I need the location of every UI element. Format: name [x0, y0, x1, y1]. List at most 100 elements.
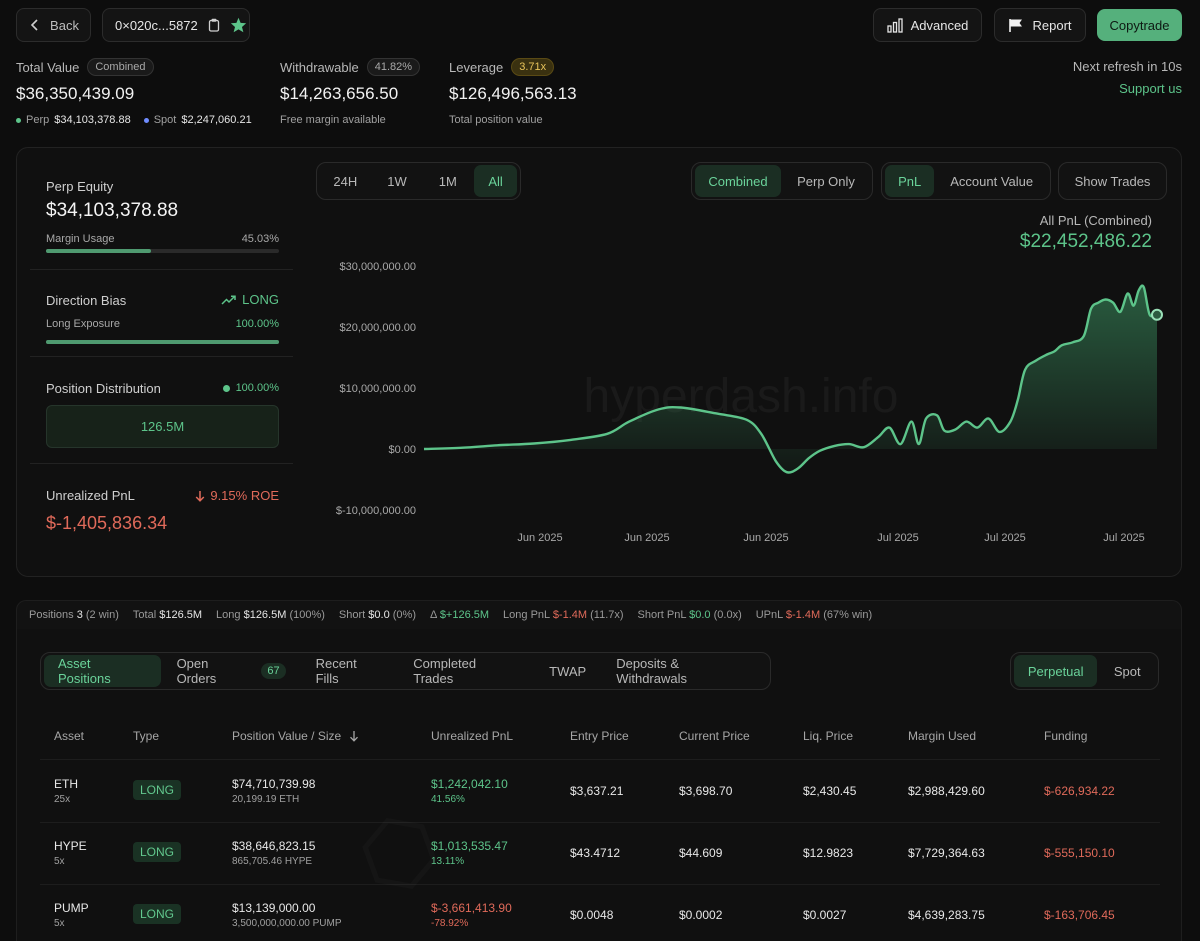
asset-leverage: 5x: [54, 856, 65, 867]
header-type[interactable]: Type: [133, 729, 160, 743]
position-type-badge: LONG: [133, 904, 181, 924]
bar-chart-icon: [886, 17, 903, 33]
leverage-value: $126,496,563.13: [449, 84, 577, 103]
asset-symbol[interactable]: PUMP: [54, 901, 89, 915]
tab-recent-fills[interactable]: Recent Fills: [315, 656, 357, 686]
show-trades-label: Show Trades: [1074, 173, 1151, 189]
metric-pnl[interactable]: PnL: [885, 165, 935, 197]
report-button[interactable]: Report: [994, 8, 1086, 42]
funding: $-163,706.45: [1044, 908, 1115, 922]
unrealized-pnl-value: $-1,405,836.34: [46, 513, 168, 533]
metric-selector: PnL Account Value: [881, 162, 1051, 200]
show-trades-button[interactable]: Show Trades: [1058, 162, 1167, 200]
trending-up-icon: [221, 294, 236, 305]
market-perpetual[interactable]: Perpetual: [1014, 655, 1098, 687]
entry-price: $43.4712: [570, 846, 621, 860]
short-pnl-x: (0.0x): [713, 609, 742, 621]
tab-open-orders-label: Open Orders: [176, 656, 217, 686]
position-size: 3,500,000,000.00 PUMP: [232, 918, 342, 929]
position-value: $13,139,000.00: [232, 901, 316, 915]
star-icon[interactable]: [230, 17, 247, 33]
range-1w[interactable]: 1W: [387, 173, 407, 189]
withdrawable-badge: 41.82%: [366, 58, 421, 76]
positions-win: (2 win): [85, 609, 119, 621]
address-chip[interactable]: 0×020c...5872: [102, 8, 250, 42]
upnl-label: UPnL: [755, 609, 783, 621]
tab-twap[interactable]: TWAP: [549, 663, 587, 679]
overview-card: [16, 147, 1182, 577]
mode-combined[interactable]: Combined: [695, 165, 781, 197]
header-divider: [40, 759, 1160, 760]
delta-value: $+126.5M: [439, 609, 490, 621]
short-pnl-label: Short PnL: [637, 609, 687, 621]
tab-completed-trades[interactable]: Completed Trades: [413, 656, 477, 686]
total-value: $36,350,439.09: [16, 84, 135, 103]
green-dot-icon: [222, 384, 230, 392]
tab-asset-positions[interactable]: Asset Positions: [44, 655, 161, 687]
back-button[interactable]: Back: [16, 8, 91, 42]
short-label: Short: [338, 609, 366, 621]
total-value-label: Total Value: [16, 59, 80, 75]
current-price: $44.609: [679, 846, 723, 860]
delta-label: Δ: [430, 609, 437, 621]
header-position-value[interactable]: Position Value / Size: [232, 729, 359, 743]
header-funding[interactable]: Funding: [1044, 729, 1088, 743]
unrealized-pnl: $-3,661,413.90: [431, 901, 512, 915]
header-asset[interactable]: Asset: [54, 729, 85, 743]
current-price: $3,698.70: [679, 784, 733, 798]
position-distribution-value: 126.5M: [140, 419, 185, 434]
spot-dot-icon: [143, 117, 149, 123]
long-pnl-label: Long PnL: [503, 609, 550, 621]
direction-bias-label: Direction Bias: [46, 293, 127, 308]
range-1m[interactable]: 1M: [438, 173, 457, 189]
wallet-address: 0×020c...5872: [115, 17, 198, 33]
positions-label: Positions: [29, 609, 74, 621]
pnl-line: [423, 284, 1158, 474]
spot-label: Spot: [153, 114, 177, 126]
copy-icon[interactable]: [208, 18, 220, 32]
header-position-value-label: Position Value / Size: [232, 729, 342, 743]
x-tick-label: Jul 2025: [1103, 532, 1145, 544]
range-24h[interactable]: 24H: [333, 173, 358, 189]
long-exposure-bar: [46, 340, 279, 344]
header-entry-price[interactable]: Entry Price: [570, 729, 629, 743]
support-link[interactable]: Support us: [1119, 81, 1182, 96]
header-unrealized-pnl[interactable]: Unrealized PnL: [431, 729, 514, 743]
copytrade-button[interactable]: Copytrade: [1097, 9, 1182, 41]
direction-bias-indicator: LONG: [200, 292, 279, 307]
sort-down-icon[interactable]: [349, 730, 359, 742]
perp-equity-label: Perp Equity: [46, 179, 114, 194]
margin-usage-label: Margin Usage: [46, 233, 115, 245]
combined-badge: Combined: [87, 58, 154, 76]
unrealized-roe-wrap: 9.15% ROE: [180, 488, 279, 503]
divider: [30, 463, 293, 464]
chart-title: All PnL (Combined): [1039, 213, 1152, 228]
positions-summary-bar: Positions 3 (2 win) Total $126.5M Long $…: [16, 600, 1182, 629]
range-all[interactable]: All: [474, 165, 517, 197]
x-tick-label: Jul 2025: [984, 532, 1026, 544]
asset-symbol[interactable]: ETH: [54, 777, 78, 791]
position-distribution-bar[interactable]: 126.5M: [46, 405, 279, 448]
asset-leverage: 25x: [54, 794, 71, 805]
long-exposure-label: Long Exposure: [46, 318, 120, 330]
header-margin-used[interactable]: Margin Used: [908, 729, 977, 743]
perp-label: Perp: [26, 114, 50, 126]
range-selector: 24H 1W 1M All: [316, 162, 521, 200]
entry-price: $0.0048: [570, 908, 614, 922]
pnl-endpoint[interactable]: [1151, 308, 1163, 321]
pnl-chart[interactable]: hyperdash.info $30,000,000.00 $20,000,000…: [316, 250, 1176, 555]
mode-perp-only[interactable]: Perp Only: [797, 173, 855, 189]
row-divider: [40, 822, 1160, 823]
spot-value: $2,247,060.21: [181, 114, 252, 126]
header-liq-price[interactable]: Liq. Price: [803, 729, 854, 743]
tab-open-orders[interactable]: Open Orders 67: [163, 655, 300, 687]
asset-symbol[interactable]: HYPE: [54, 839, 87, 853]
margin-usage-fill: [46, 249, 151, 253]
report-label: Report: [1032, 17, 1072, 33]
header-current-price[interactable]: Current Price: [679, 729, 750, 743]
tab-deposits-withdrawals[interactable]: Deposits & Withdrawals: [616, 656, 687, 686]
margin-usage-value: 45.03%: [241, 233, 279, 245]
advanced-button[interactable]: Advanced: [873, 8, 982, 42]
market-spot[interactable]: Spot: [1113, 663, 1141, 679]
metric-account-value[interactable]: Account Value: [950, 173, 1034, 189]
